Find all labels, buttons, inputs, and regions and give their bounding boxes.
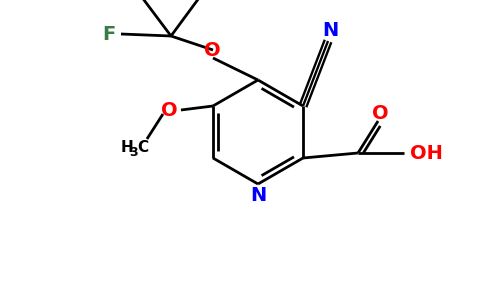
Text: O: O <box>204 40 220 59</box>
Text: F: F <box>103 25 116 44</box>
Text: O: O <box>161 100 177 119</box>
Text: H: H <box>121 140 133 154</box>
Text: 3: 3 <box>130 146 138 160</box>
Text: C: C <box>137 140 149 154</box>
Text: OH: OH <box>409 143 442 163</box>
Text: N: N <box>322 22 338 40</box>
Text: O: O <box>372 103 388 122</box>
Text: N: N <box>250 186 266 205</box>
